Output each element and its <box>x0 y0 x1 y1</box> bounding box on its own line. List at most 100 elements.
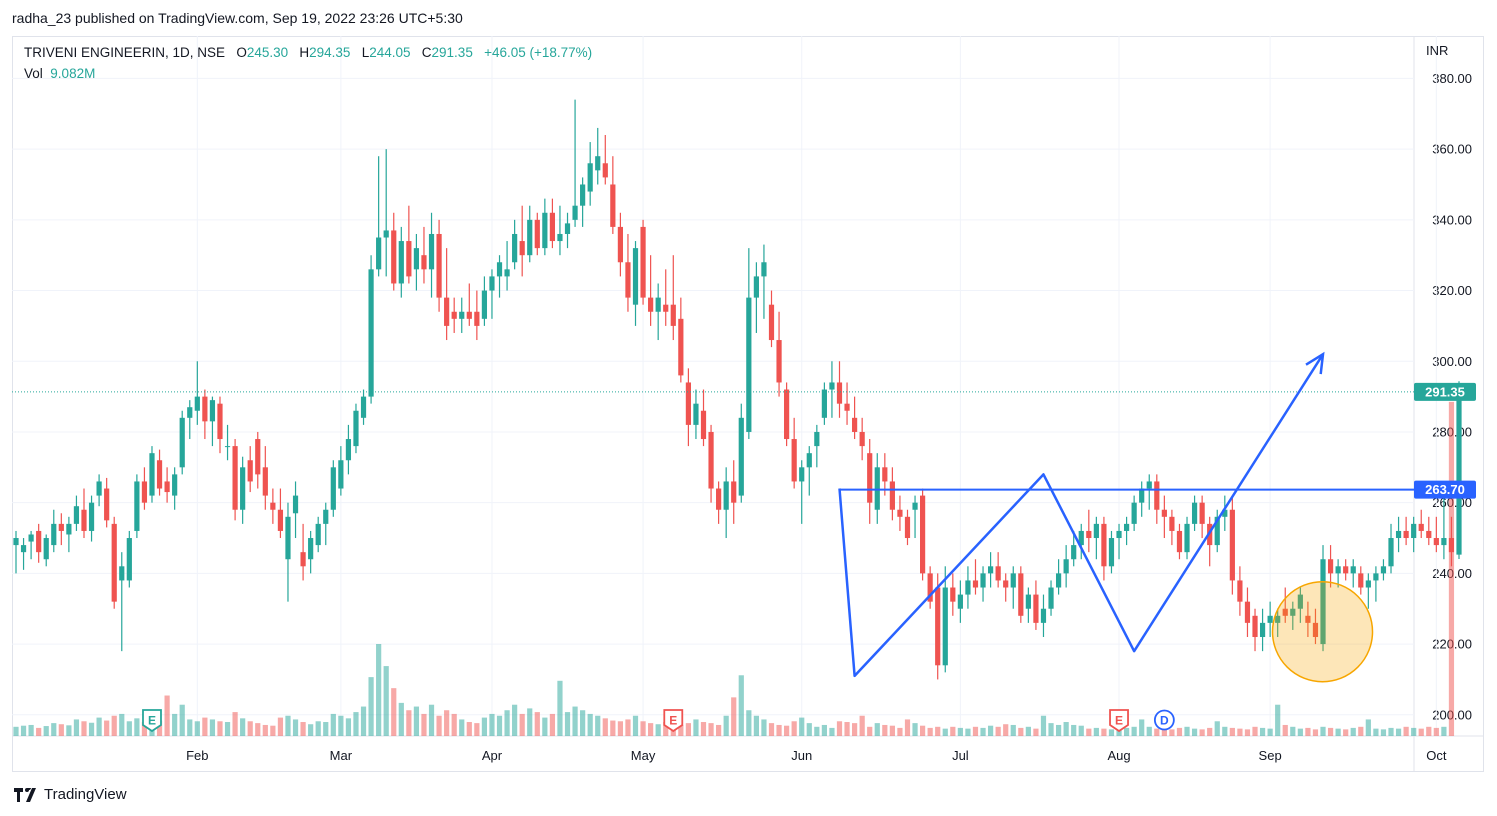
volume-bar <box>995 726 1001 736</box>
volume-bar <box>1055 724 1062 736</box>
volume-bar <box>527 708 533 736</box>
candle-body <box>1018 573 1024 616</box>
volume-bar <box>383 666 389 736</box>
symbol-label[interactable]: TRIVENI ENGINEERIN, 1D, NSE <box>24 45 226 60</box>
volume-bar <box>625 719 631 736</box>
candle-body <box>262 467 268 496</box>
pattern-path <box>838 353 1325 678</box>
x-tick-label: Mar <box>330 748 353 763</box>
candle-body <box>1290 608 1296 616</box>
candle-body <box>1388 538 1394 567</box>
candle-body <box>406 241 412 277</box>
candle-body <box>1244 601 1251 623</box>
tradingview-logo-icon <box>14 787 36 802</box>
candle-body <box>1040 608 1047 623</box>
x-tick-label: Apr <box>482 748 503 763</box>
candle-body <box>836 382 843 404</box>
candle-body <box>587 163 593 192</box>
candle-body <box>844 403 850 411</box>
volume-bar <box>134 718 140 736</box>
candle-body <box>648 297 654 312</box>
volume-bar <box>617 721 623 736</box>
price-marker-box <box>1414 382 1476 401</box>
candle-body <box>632 248 639 305</box>
x-tick-label: May <box>631 748 656 763</box>
volume-bar <box>1411 727 1417 736</box>
volume-bar <box>640 721 646 736</box>
candle-body <box>330 467 336 510</box>
volume-bar <box>1388 727 1394 736</box>
close-label: C <box>421 45 432 60</box>
x-tick-label: Jun <box>791 748 812 763</box>
candle-body <box>935 587 941 666</box>
volume-bar <box>1071 724 1077 736</box>
candle-body <box>519 241 525 256</box>
low-label: L <box>361 45 370 60</box>
volume-bar <box>1365 719 1371 736</box>
footer-brand[interactable]: TradingView <box>14 786 127 803</box>
candle-body <box>1139 488 1145 503</box>
volume-bar <box>330 713 336 736</box>
volume-bar <box>587 713 593 736</box>
candle-body <box>1108 538 1115 567</box>
candle-body <box>308 538 314 560</box>
volume-bar <box>693 719 699 736</box>
volume-bar <box>776 724 782 736</box>
volume-bar <box>1252 726 1258 736</box>
volume-bar <box>761 719 767 736</box>
volume-bar <box>1214 721 1220 736</box>
volume-bar <box>277 717 284 736</box>
event-label: E <box>669 714 677 728</box>
candle-body <box>149 453 155 496</box>
candle-body <box>1229 509 1235 581</box>
candle-body <box>920 495 926 574</box>
volume-bar <box>512 704 518 736</box>
volume-bar <box>202 717 208 736</box>
footer-brand-label: TradingView <box>44 786 127 803</box>
volume-bar <box>1267 728 1273 736</box>
volume-bar <box>436 715 442 736</box>
low-value: 244.05 <box>369 45 411 60</box>
candle-body <box>708 431 714 489</box>
candle-body <box>1003 580 1009 588</box>
candle-body <box>1395 530 1402 539</box>
candle-body <box>746 297 752 432</box>
volume-bar <box>247 721 253 736</box>
candle-body <box>104 488 110 521</box>
candle-body <box>28 534 34 542</box>
candle-body <box>481 290 488 319</box>
x-tick-label: Feb <box>186 748 208 763</box>
volume-bar <box>648 723 654 736</box>
volume-bar <box>965 728 971 736</box>
volume-bar <box>1018 727 1024 736</box>
candle-body <box>1222 509 1228 517</box>
volume-bar <box>353 712 359 736</box>
volume-bar <box>391 688 397 736</box>
volume-bar <box>1312 729 1319 736</box>
volume-bar <box>338 715 344 736</box>
candle-body <box>360 396 367 418</box>
volume-bar <box>73 719 80 736</box>
volume-bar <box>368 677 374 736</box>
volume-bar <box>1403 726 1409 736</box>
price-marker-label: 291.35 <box>1425 384 1465 399</box>
candle-body <box>164 481 170 493</box>
candle-body <box>542 212 548 249</box>
candle-body <box>1055 573 1062 588</box>
candle-body <box>270 502 276 510</box>
volume-bar <box>1335 728 1341 736</box>
volume-bar <box>950 726 956 736</box>
earnings-icon <box>1109 709 1129 733</box>
candle-body <box>670 304 676 326</box>
candle-body <box>1078 530 1084 546</box>
earnings-icon <box>142 709 162 733</box>
candle-body <box>1411 523 1417 539</box>
candle-body <box>134 481 140 531</box>
candle-body <box>723 481 729 510</box>
candle-body <box>1448 538 1455 553</box>
volume-bar <box>1161 727 1167 736</box>
volume-bar <box>126 721 132 736</box>
volume-bar <box>564 712 571 736</box>
volume-bar <box>821 724 827 736</box>
